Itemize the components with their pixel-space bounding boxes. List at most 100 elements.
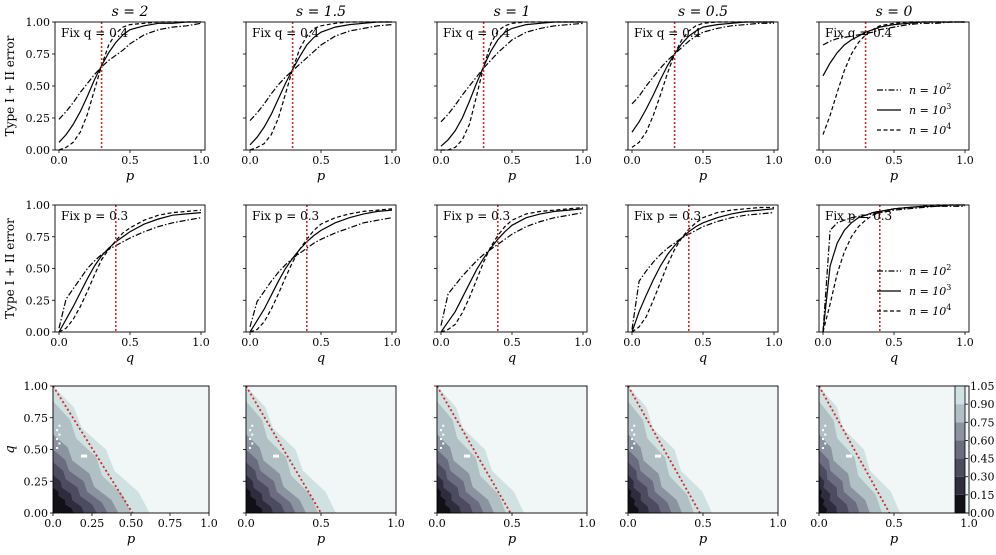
panel-annotation: Fix q = 0.4 <box>443 26 511 40</box>
x-tick-label: 0.0 <box>428 517 446 530</box>
x-tick-label: 1.0 <box>956 154 974 167</box>
contour-band <box>246 487 263 513</box>
contour-speckle <box>633 433 636 436</box>
contour-speckle <box>442 433 445 436</box>
contour-band <box>819 487 827 513</box>
contour-speckle <box>633 424 636 427</box>
contour-band <box>628 487 639 513</box>
x-tick-label: 0.5 <box>312 517 330 530</box>
contour-panel-c3: 0.0 0.5 1.0 p <box>428 385 596 547</box>
y-tick-label: 1.00 <box>24 380 49 393</box>
y-tick-label: 0.75 <box>26 231 51 244</box>
series-line <box>58 21 201 143</box>
x-tick-label: 1.0 <box>960 517 978 530</box>
x-axis-label: q <box>508 351 516 366</box>
colorbar-segment <box>955 404 965 423</box>
colorbar-tick-label: 0.60 <box>970 434 995 447</box>
contour-speckle <box>251 424 254 427</box>
x-tick-label: 0.5 <box>503 154 521 167</box>
x-tick-label: 0.0 <box>241 154 259 167</box>
x-tick-label: 0.5 <box>885 154 903 167</box>
contour-panel-c2: 0.0 0.5 1.0 p <box>237 385 405 547</box>
contour-speckle <box>846 454 852 458</box>
contour-speckle <box>81 454 88 458</box>
x-axis-label: p <box>126 169 135 184</box>
contour-speckle <box>440 429 442 432</box>
y-tick-label: 1.00 <box>26 199 51 212</box>
contour-speckle <box>249 429 251 432</box>
x-tick-label: 1.0 <box>383 336 401 349</box>
y-tick-label: 0.25 <box>26 112 51 125</box>
series-line <box>249 208 393 333</box>
contour-speckle <box>251 442 254 445</box>
column-title: s = 0.5 <box>678 4 728 20</box>
panel-r2-c4: Fix p = 0.3 0.0 0.5 1.0 q <box>623 204 783 366</box>
y-tick-label: 1.00 <box>26 16 51 29</box>
legend-label: n = 103 <box>909 102 951 117</box>
colorbar-segment <box>955 386 965 405</box>
x-tick-label: 1.0 <box>765 154 783 167</box>
colorbar-segment <box>955 422 965 441</box>
x-axis-label: p <box>699 169 708 184</box>
column-title: s = 1.5 <box>296 4 346 20</box>
panel-annotation: Fix p = 0.3 <box>61 209 128 223</box>
x-axis-label: p <box>508 169 517 184</box>
series-line <box>58 21 201 151</box>
x-tick-label: 0.0 <box>241 336 259 349</box>
x-tick-label: 0.25 <box>80 517 105 530</box>
contour-speckle <box>822 446 824 449</box>
x-tick-label: 1.0 <box>956 336 974 349</box>
x-tick-label: 0.0 <box>432 154 450 167</box>
x-axis-label: p <box>699 532 708 547</box>
y-tick-label: 0.25 <box>26 294 51 307</box>
contour-speckle <box>824 433 827 436</box>
colorbar-segment <box>955 494 965 513</box>
y-tick-label: 0.75 <box>24 412 49 425</box>
y-axis-label: Type I + II error <box>3 35 17 136</box>
panel-annotation: Fix q = 0.4 <box>252 26 320 40</box>
x-axis-label: p <box>890 532 899 547</box>
panel-annotation: Fix q = 0.4 <box>61 26 129 40</box>
panel-r1-c2: Fix q = 0.4 0.0 0.5 1.0 p <box>241 21 401 184</box>
series-line <box>249 21 392 151</box>
panel-r1-c4: Fix q = 0.4 0.0 0.5 1.0 p <box>623 21 783 184</box>
x-tick-label: 0.0 <box>50 154 68 167</box>
panel-r2-c3: Fix p = 0.3 0.0 0.5 1.0 q <box>432 204 592 366</box>
legend-label: n = 104 <box>909 303 951 318</box>
panel-annotation: Fix q = 0.4 <box>634 26 702 40</box>
x-tick-label: 1.0 <box>769 517 787 530</box>
series-line <box>440 206 584 333</box>
x-tick-label: 0.0 <box>810 517 828 530</box>
x-tick-label: 0.0 <box>623 154 641 167</box>
x-tick-label: 1.0 <box>387 517 405 530</box>
series-line <box>440 212 584 326</box>
colorbar-tick-label: 0.90 <box>970 398 995 411</box>
x-tick-label: 0.0 <box>237 517 255 530</box>
series-line <box>249 209 393 333</box>
x-tick-label: 0.5 <box>312 336 330 349</box>
legend-label: n = 103 <box>909 283 951 298</box>
contour-speckle <box>440 446 442 449</box>
y-tick-label: 0.00 <box>26 144 51 157</box>
legend-label: n = 102 <box>909 263 951 278</box>
x-axis-label: q <box>699 351 707 366</box>
x-tick-label: 0.0 <box>814 154 832 167</box>
contour-speckle <box>631 446 633 449</box>
x-tick-label: 0.0 <box>814 336 832 349</box>
contour-speckle <box>56 438 59 441</box>
panel-r2-c5: Fix p = 0.3 0.0 0.5 1.0 q n = 102 n = 103 n = 1… <box>814 204 974 366</box>
axes-frame <box>436 204 588 333</box>
y-tick-label: 0.00 <box>26 326 51 339</box>
x-tick-label: 0.5 <box>503 336 521 349</box>
series-line <box>631 21 774 133</box>
axes-frame <box>54 21 206 151</box>
series-line <box>249 217 393 328</box>
x-tick-label: 0.0 <box>44 517 62 530</box>
contour-speckle <box>58 442 61 445</box>
axes-frame <box>436 21 588 151</box>
y-tick-label: 0.00 <box>24 507 49 520</box>
contour-speckle <box>273 454 279 458</box>
series-line <box>631 208 775 333</box>
x-tick-label: 0.5 <box>694 336 712 349</box>
